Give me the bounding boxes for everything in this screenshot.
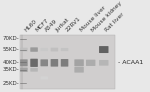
FancyBboxPatch shape xyxy=(20,68,28,72)
Text: HL60: HL60 xyxy=(24,19,38,33)
Text: 35KD-: 35KD- xyxy=(3,67,20,72)
Text: 70KD-: 70KD- xyxy=(3,36,20,41)
FancyBboxPatch shape xyxy=(20,35,115,89)
FancyBboxPatch shape xyxy=(61,59,68,67)
FancyBboxPatch shape xyxy=(61,48,68,51)
Text: 22RV1: 22RV1 xyxy=(64,16,81,33)
FancyBboxPatch shape xyxy=(40,76,48,80)
Text: A549: A549 xyxy=(44,19,58,33)
FancyBboxPatch shape xyxy=(99,60,108,66)
Text: MCF7: MCF7 xyxy=(34,18,49,33)
FancyBboxPatch shape xyxy=(74,59,84,66)
Text: 40KD-: 40KD- xyxy=(3,60,20,65)
Text: 25KD-: 25KD- xyxy=(3,80,20,86)
Text: Rat liver: Rat liver xyxy=(104,12,125,33)
FancyBboxPatch shape xyxy=(20,48,28,51)
Text: - ACAA1: - ACAA1 xyxy=(118,60,143,65)
Text: 55KD-: 55KD- xyxy=(3,47,20,52)
FancyBboxPatch shape xyxy=(74,67,84,73)
FancyBboxPatch shape xyxy=(30,59,38,67)
Text: Mouse kidney: Mouse kidney xyxy=(91,1,123,33)
FancyBboxPatch shape xyxy=(30,47,38,52)
FancyBboxPatch shape xyxy=(30,68,38,72)
FancyBboxPatch shape xyxy=(99,46,108,53)
FancyBboxPatch shape xyxy=(40,59,48,66)
FancyBboxPatch shape xyxy=(40,48,48,51)
FancyBboxPatch shape xyxy=(51,48,58,51)
FancyBboxPatch shape xyxy=(86,60,95,66)
FancyBboxPatch shape xyxy=(20,59,28,66)
Text: Mouse liver: Mouse liver xyxy=(79,5,107,33)
Text: Jurkat: Jurkat xyxy=(54,18,70,33)
FancyBboxPatch shape xyxy=(51,59,58,67)
